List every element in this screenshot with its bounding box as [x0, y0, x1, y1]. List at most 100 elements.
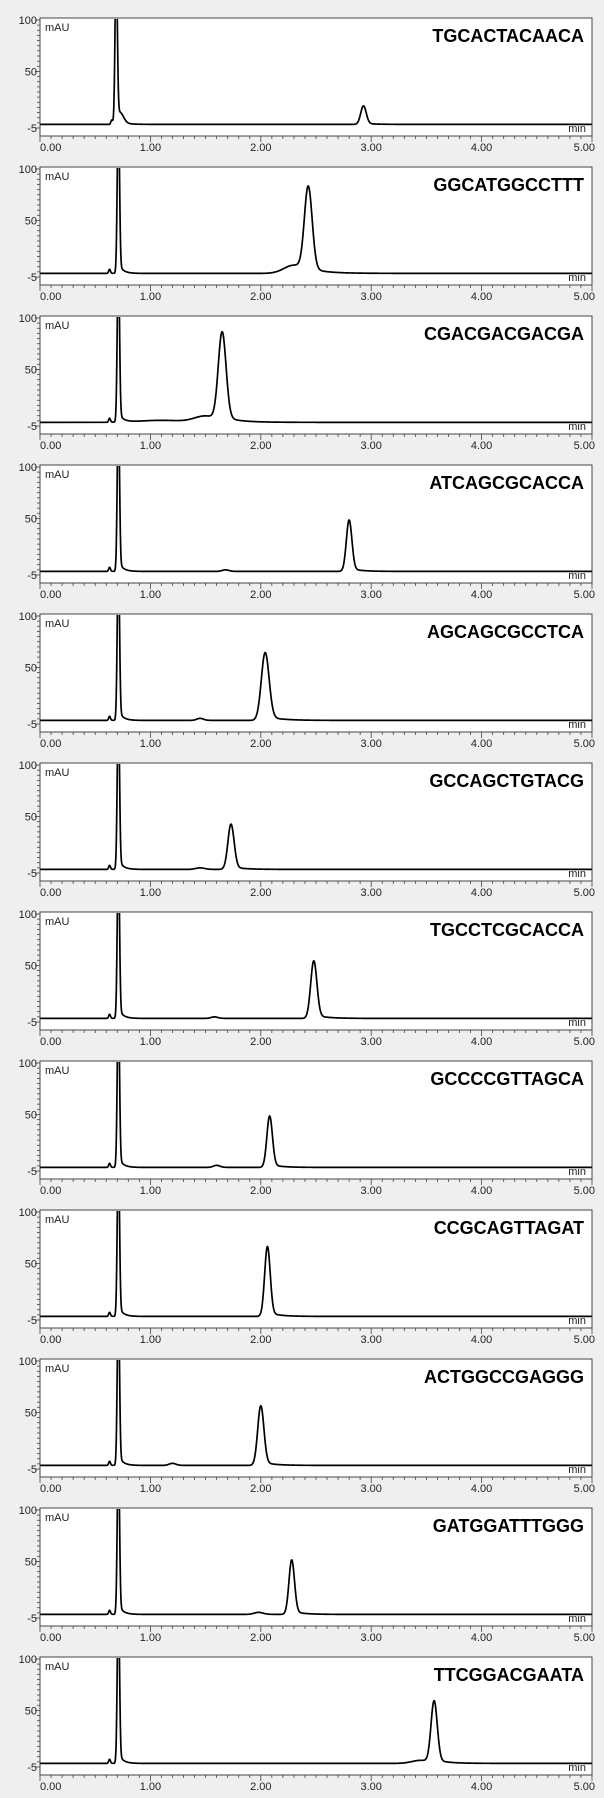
- x-axis-label: min: [568, 868, 586, 880]
- y-tick-label: -5: [27, 421, 37, 433]
- chromatogram-panel: 100 50 -50.00 1.00 2.00 3.00 4.00 5.00 mAU min TGC…: [19, 15, 595, 154]
- chromatogram-panel: 100 50 -50.00 1.00 2.00 3.00 4.00 5.00 mAU min ATC…: [19, 462, 595, 601]
- x-tick-label: 0.00: [40, 589, 61, 601]
- chromatogram-panel: 100 50 -50.00 1.00 2.00 3.00 4.00 5.00 mAU min GAT…: [19, 1505, 595, 1644]
- chromatogram-trace: [40, 1658, 592, 1765]
- x-tick-label: 3.00: [360, 887, 381, 899]
- x-tick-label: 0.00: [40, 887, 61, 899]
- plot-area: [39, 613, 593, 733]
- x-tick-label: 2.00: [250, 440, 271, 452]
- x-axis-label: min: [568, 1315, 586, 1327]
- x-tick-label: 5.00: [574, 142, 595, 154]
- x-tick-label: 5.00: [574, 738, 595, 750]
- x-tick-label: 2.00: [250, 1185, 271, 1197]
- sequence-title: TTCGGACGAATA: [434, 1665, 584, 1685]
- x-tick-label: 1.00: [140, 1185, 161, 1197]
- y-axis-label: mAU: [45, 916, 70, 928]
- x-tick-label: 4.00: [471, 440, 492, 452]
- y-tick-label: -5: [27, 123, 37, 135]
- x-tick-label: 0.00: [40, 440, 61, 452]
- y-tick-label: 50: [25, 1407, 37, 1419]
- x-axis-label: min: [568, 570, 586, 582]
- y-tick-label: 100: [19, 1505, 37, 1517]
- x-tick-label: 2.00: [250, 1334, 271, 1346]
- y-tick-label: 50: [25, 513, 37, 525]
- x-axis-label: min: [568, 1166, 586, 1178]
- chromatogram-trace: [40, 19, 592, 126]
- y-axis-label: mAU: [45, 320, 70, 332]
- chromatogram-trace: [40, 913, 592, 1020]
- x-tick-label: 0.00: [40, 1036, 61, 1048]
- y-tick-label: 50: [25, 1258, 37, 1270]
- x-axis-label: min: [568, 719, 586, 731]
- chromatogram-panel: 100 50 -50.00 1.00 2.00 3.00 4.00 5.00 mAU min GCC…: [19, 760, 595, 899]
- y-tick-label: 50: [25, 662, 37, 674]
- x-tick-label: 1.00: [140, 1036, 161, 1048]
- x-tick-label: 1.00: [140, 589, 161, 601]
- y-tick-label: -5: [27, 1762, 37, 1774]
- chromatogram-panel: 100 50 -50.00 1.00 2.00 3.00 4.00 5.00 mAU min ACT…: [19, 1356, 595, 1495]
- chromatogram-panel: 100 50 -50.00 1.00 2.00 3.00 4.00 5.00 mAU min CCG…: [19, 1207, 595, 1346]
- y-tick-label: 50: [25, 1556, 37, 1568]
- x-axis-label: min: [568, 1613, 586, 1625]
- y-tick-label: 50: [25, 215, 37, 227]
- chromatogram-trace: [40, 615, 592, 722]
- plot-area: [39, 17, 593, 137]
- x-tick-label: 3.00: [360, 1483, 381, 1495]
- y-tick-label: 100: [19, 462, 37, 474]
- x-tick-label: 5.00: [574, 1185, 595, 1197]
- x-tick-label: 3.00: [360, 1781, 381, 1793]
- x-tick-label: 5.00: [574, 589, 595, 601]
- x-tick-label: 0.00: [40, 1781, 61, 1793]
- sequence-title: GCCAGCTGTACG: [429, 771, 584, 791]
- x-tick-label: 2.00: [250, 291, 271, 303]
- y-tick-label: 100: [19, 164, 37, 176]
- y-tick-label: -5: [27, 272, 37, 284]
- y-tick-label: -5: [27, 1315, 37, 1327]
- x-axis-label: min: [568, 1464, 586, 1476]
- x-tick-label: 5.00: [574, 1334, 595, 1346]
- chromatogram-trace: [40, 168, 592, 275]
- sequence-title: TGCACTACAACA: [432, 26, 584, 46]
- y-tick-label: 100: [19, 909, 37, 921]
- y-axis-label: mAU: [45, 171, 70, 183]
- plot-area: [39, 464, 593, 584]
- chromatogram-panel: 100 50 -50.00 1.00 2.00 3.00 4.00 5.00 mAU min GCC…: [19, 1058, 595, 1197]
- y-tick-label: 50: [25, 66, 37, 78]
- y-tick-label: 100: [19, 1356, 37, 1368]
- x-tick-label: 3.00: [360, 1632, 381, 1644]
- x-tick-label: 5.00: [574, 887, 595, 899]
- chromatogram-panel: 100 50 -50.00 1.00 2.00 3.00 4.00 5.00 mAU min GGC…: [19, 164, 595, 303]
- x-tick-label: 3.00: [360, 1036, 381, 1048]
- x-tick-label: 2.00: [250, 589, 271, 601]
- x-axis-label: min: [568, 272, 586, 284]
- x-tick-label: 4.00: [471, 142, 492, 154]
- y-tick-label: 100: [19, 15, 37, 27]
- y-axis-label: mAU: [45, 1065, 70, 1077]
- x-tick-label: 1.00: [140, 1632, 161, 1644]
- x-tick-label: 4.00: [471, 1185, 492, 1197]
- y-tick-label: 50: [25, 811, 37, 823]
- y-tick-label: 100: [19, 611, 37, 623]
- x-tick-label: 0.00: [40, 738, 61, 750]
- y-axis-label: mAU: [45, 1363, 70, 1375]
- x-tick-label: 4.00: [471, 1781, 492, 1793]
- sequence-title: AGCAGCGCCTCA: [427, 622, 584, 642]
- y-axis-label: mAU: [45, 1661, 70, 1673]
- y-axis-label: mAU: [45, 767, 70, 779]
- y-tick-label: -5: [27, 1166, 37, 1178]
- x-tick-label: 2.00: [250, 1781, 271, 1793]
- y-tick-label: -5: [27, 1613, 37, 1625]
- y-tick-label: -5: [27, 719, 37, 731]
- x-tick-label: 3.00: [360, 738, 381, 750]
- chromatogram-trace: [40, 1360, 592, 1467]
- x-tick-label: 4.00: [471, 1334, 492, 1346]
- x-tick-label: 5.00: [574, 1632, 595, 1644]
- y-tick-label: -5: [27, 868, 37, 880]
- y-tick-label: -5: [27, 1464, 37, 1476]
- x-tick-label: 1.00: [140, 1334, 161, 1346]
- sequence-title: ACTGGCCGAGGG: [424, 1367, 584, 1387]
- y-tick-label: 50: [25, 1705, 37, 1717]
